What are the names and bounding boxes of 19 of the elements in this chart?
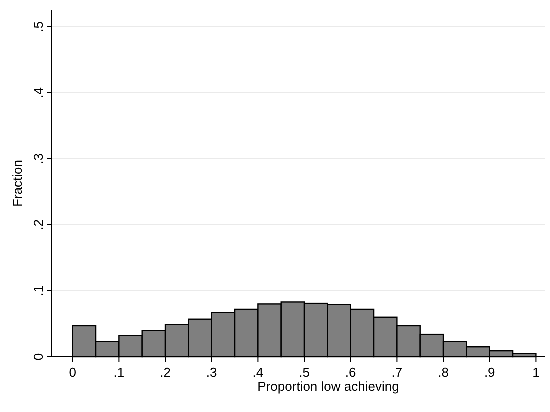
y-tick-label: .3 — [31, 154, 46, 164]
x-tick-label: .5 — [299, 365, 310, 380]
y-axis-title: Fraction — [10, 160, 25, 207]
y-tick-label: .5 — [31, 22, 46, 32]
x-tick-label: .3 — [206, 365, 218, 380]
y-tick-label: .4 — [31, 88, 46, 98]
x-tick-label: 1 — [532, 365, 540, 380]
x-tick-label: .4 — [252, 365, 264, 380]
x-tick-label: .1 — [114, 365, 125, 380]
x-tick-label: .9 — [484, 365, 496, 380]
x-tick-label: .2 — [160, 365, 171, 380]
x-tick-label: 0 — [69, 365, 76, 380]
y-tick-label: .1 — [31, 286, 46, 296]
x-tick-label: .8 — [438, 365, 449, 380]
y-tick-label: 0 — [31, 353, 46, 361]
x-tick-label: .7 — [392, 365, 403, 380]
x-axis-title: Proportion low achieving — [258, 379, 400, 394]
x-tick-label: .6 — [345, 365, 356, 380]
y-tick-label: .2 — [31, 220, 46, 230]
